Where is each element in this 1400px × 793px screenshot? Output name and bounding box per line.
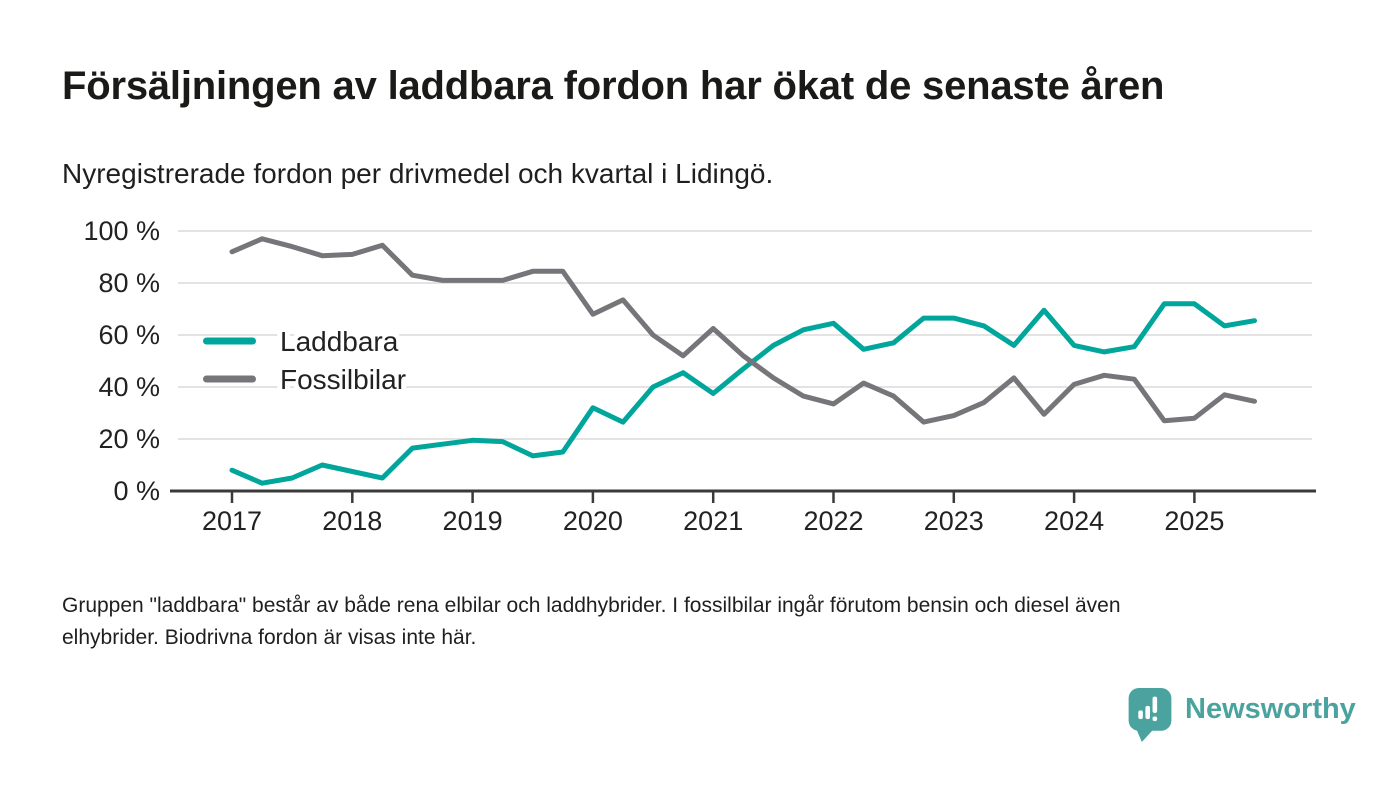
footnote-line-1: Gruppen "laddbara" består av både rena e… xyxy=(62,594,1121,617)
chart-title: Försäljningen av laddbara fordon har öka… xyxy=(62,64,1165,108)
x-tick-label: 2021 xyxy=(683,506,743,536)
legend-swatch-fossilbilar xyxy=(203,375,256,383)
newsworthy-logo: Newsworthy xyxy=(1127,687,1356,744)
x-tick-label: 2020 xyxy=(563,506,623,536)
y-tick-label: 60 % xyxy=(98,320,160,350)
x-tick-label: 2023 xyxy=(924,506,984,536)
legend-label-fossilbilar: Fossilbilar xyxy=(280,364,406,395)
footnote-line-2: elhybrider. Biodrivna fordon är visas in… xyxy=(62,626,477,649)
y-tick-label: 40 % xyxy=(98,372,160,402)
y-tick-label: 20 % xyxy=(98,424,160,454)
legend-swatch-laddbara xyxy=(203,337,256,345)
series-line-fossilbilar xyxy=(229,236,1257,425)
x-tick-label: 2017 xyxy=(202,506,262,536)
chart-subtitle: Nyregistrerade fordon per drivmedel och … xyxy=(62,158,774,189)
x-tick-label: 2022 xyxy=(803,506,863,536)
x-tick-label: 2019 xyxy=(443,506,503,536)
y-tick-label: 80 % xyxy=(98,268,160,298)
series-line-laddbara xyxy=(229,301,1257,486)
newsworthy-icon xyxy=(1128,688,1172,742)
x-tick-label: 2025 xyxy=(1164,506,1224,536)
y-tick-label: 0 % xyxy=(113,476,160,506)
newsworthy-wordmark: Newsworthy xyxy=(1185,693,1356,725)
x-tick-label: 2024 xyxy=(1044,506,1104,536)
x-tick-label: 2018 xyxy=(322,506,382,536)
y-tick-label: 100 % xyxy=(83,216,160,246)
legend-label-laddbara: Laddbara xyxy=(280,326,399,357)
chart-footnote: Gruppen "laddbara" består av både rena e… xyxy=(62,590,1121,654)
